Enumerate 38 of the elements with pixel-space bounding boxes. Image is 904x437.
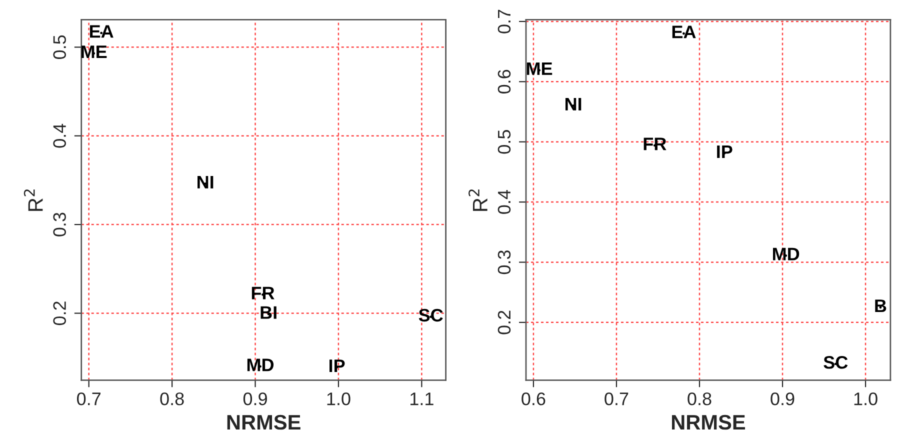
series-label: EA bbox=[672, 26, 696, 38]
x-tick-label: 0.8 bbox=[688, 392, 712, 406]
y-tick-label: 0.3 bbox=[498, 250, 511, 274]
series-label: EA bbox=[90, 25, 114, 38]
y-axis-title: R$^{2}$ bbox=[468, 189, 488, 211]
y-tick-label: 0.5 bbox=[53, 35, 66, 59]
series-label: BI bbox=[260, 306, 276, 319]
y-tick-label: 0.2 bbox=[498, 310, 511, 334]
series-label: NI bbox=[198, 176, 214, 188]
x-tick-label: 0.7 bbox=[77, 392, 100, 406]
x-axis-title: NRMSE bbox=[672, 414, 746, 430]
series-label: MD bbox=[773, 248, 800, 260]
y-tick-label: 0.6 bbox=[498, 70, 511, 94]
series-label: SC bbox=[824, 356, 848, 369]
y-tick-label: 0.4 bbox=[498, 190, 511, 214]
y-tick-label: 0.7 bbox=[498, 10, 511, 34]
series-label: FR bbox=[644, 138, 666, 150]
x-tick-label: 1.0 bbox=[854, 392, 878, 406]
series-label: FR bbox=[252, 286, 274, 300]
x-tick-label: 1.1 bbox=[410, 392, 434, 406]
x-tick-label: 0.8 bbox=[160, 392, 184, 406]
y-axis-title: R$^{2}$ bbox=[24, 189, 43, 211]
y-tick-label: 0.4 bbox=[53, 124, 66, 148]
x-tick-label: 0.9 bbox=[770, 392, 794, 406]
series-label: MD bbox=[247, 358, 274, 372]
series-label: NI bbox=[565, 98, 582, 110]
y-tick-label: 0.5 bbox=[498, 130, 511, 154]
y-tick-label: 0.3 bbox=[53, 212, 66, 236]
y-tick-label: 0.2 bbox=[53, 302, 66, 326]
x-tick-label: 1.0 bbox=[327, 392, 350, 406]
series-label: ME bbox=[526, 62, 552, 75]
x-tick-label: 0.6 bbox=[522, 392, 546, 406]
series-label: IP bbox=[717, 146, 732, 158]
series-label: B bbox=[875, 300, 886, 312]
series-label: IP bbox=[329, 360, 345, 372]
x-tick-label: 0.9 bbox=[243, 392, 267, 406]
x-tick-label: 0.7 bbox=[604, 392, 628, 406]
x-axis-title: NRMSE bbox=[227, 414, 300, 430]
